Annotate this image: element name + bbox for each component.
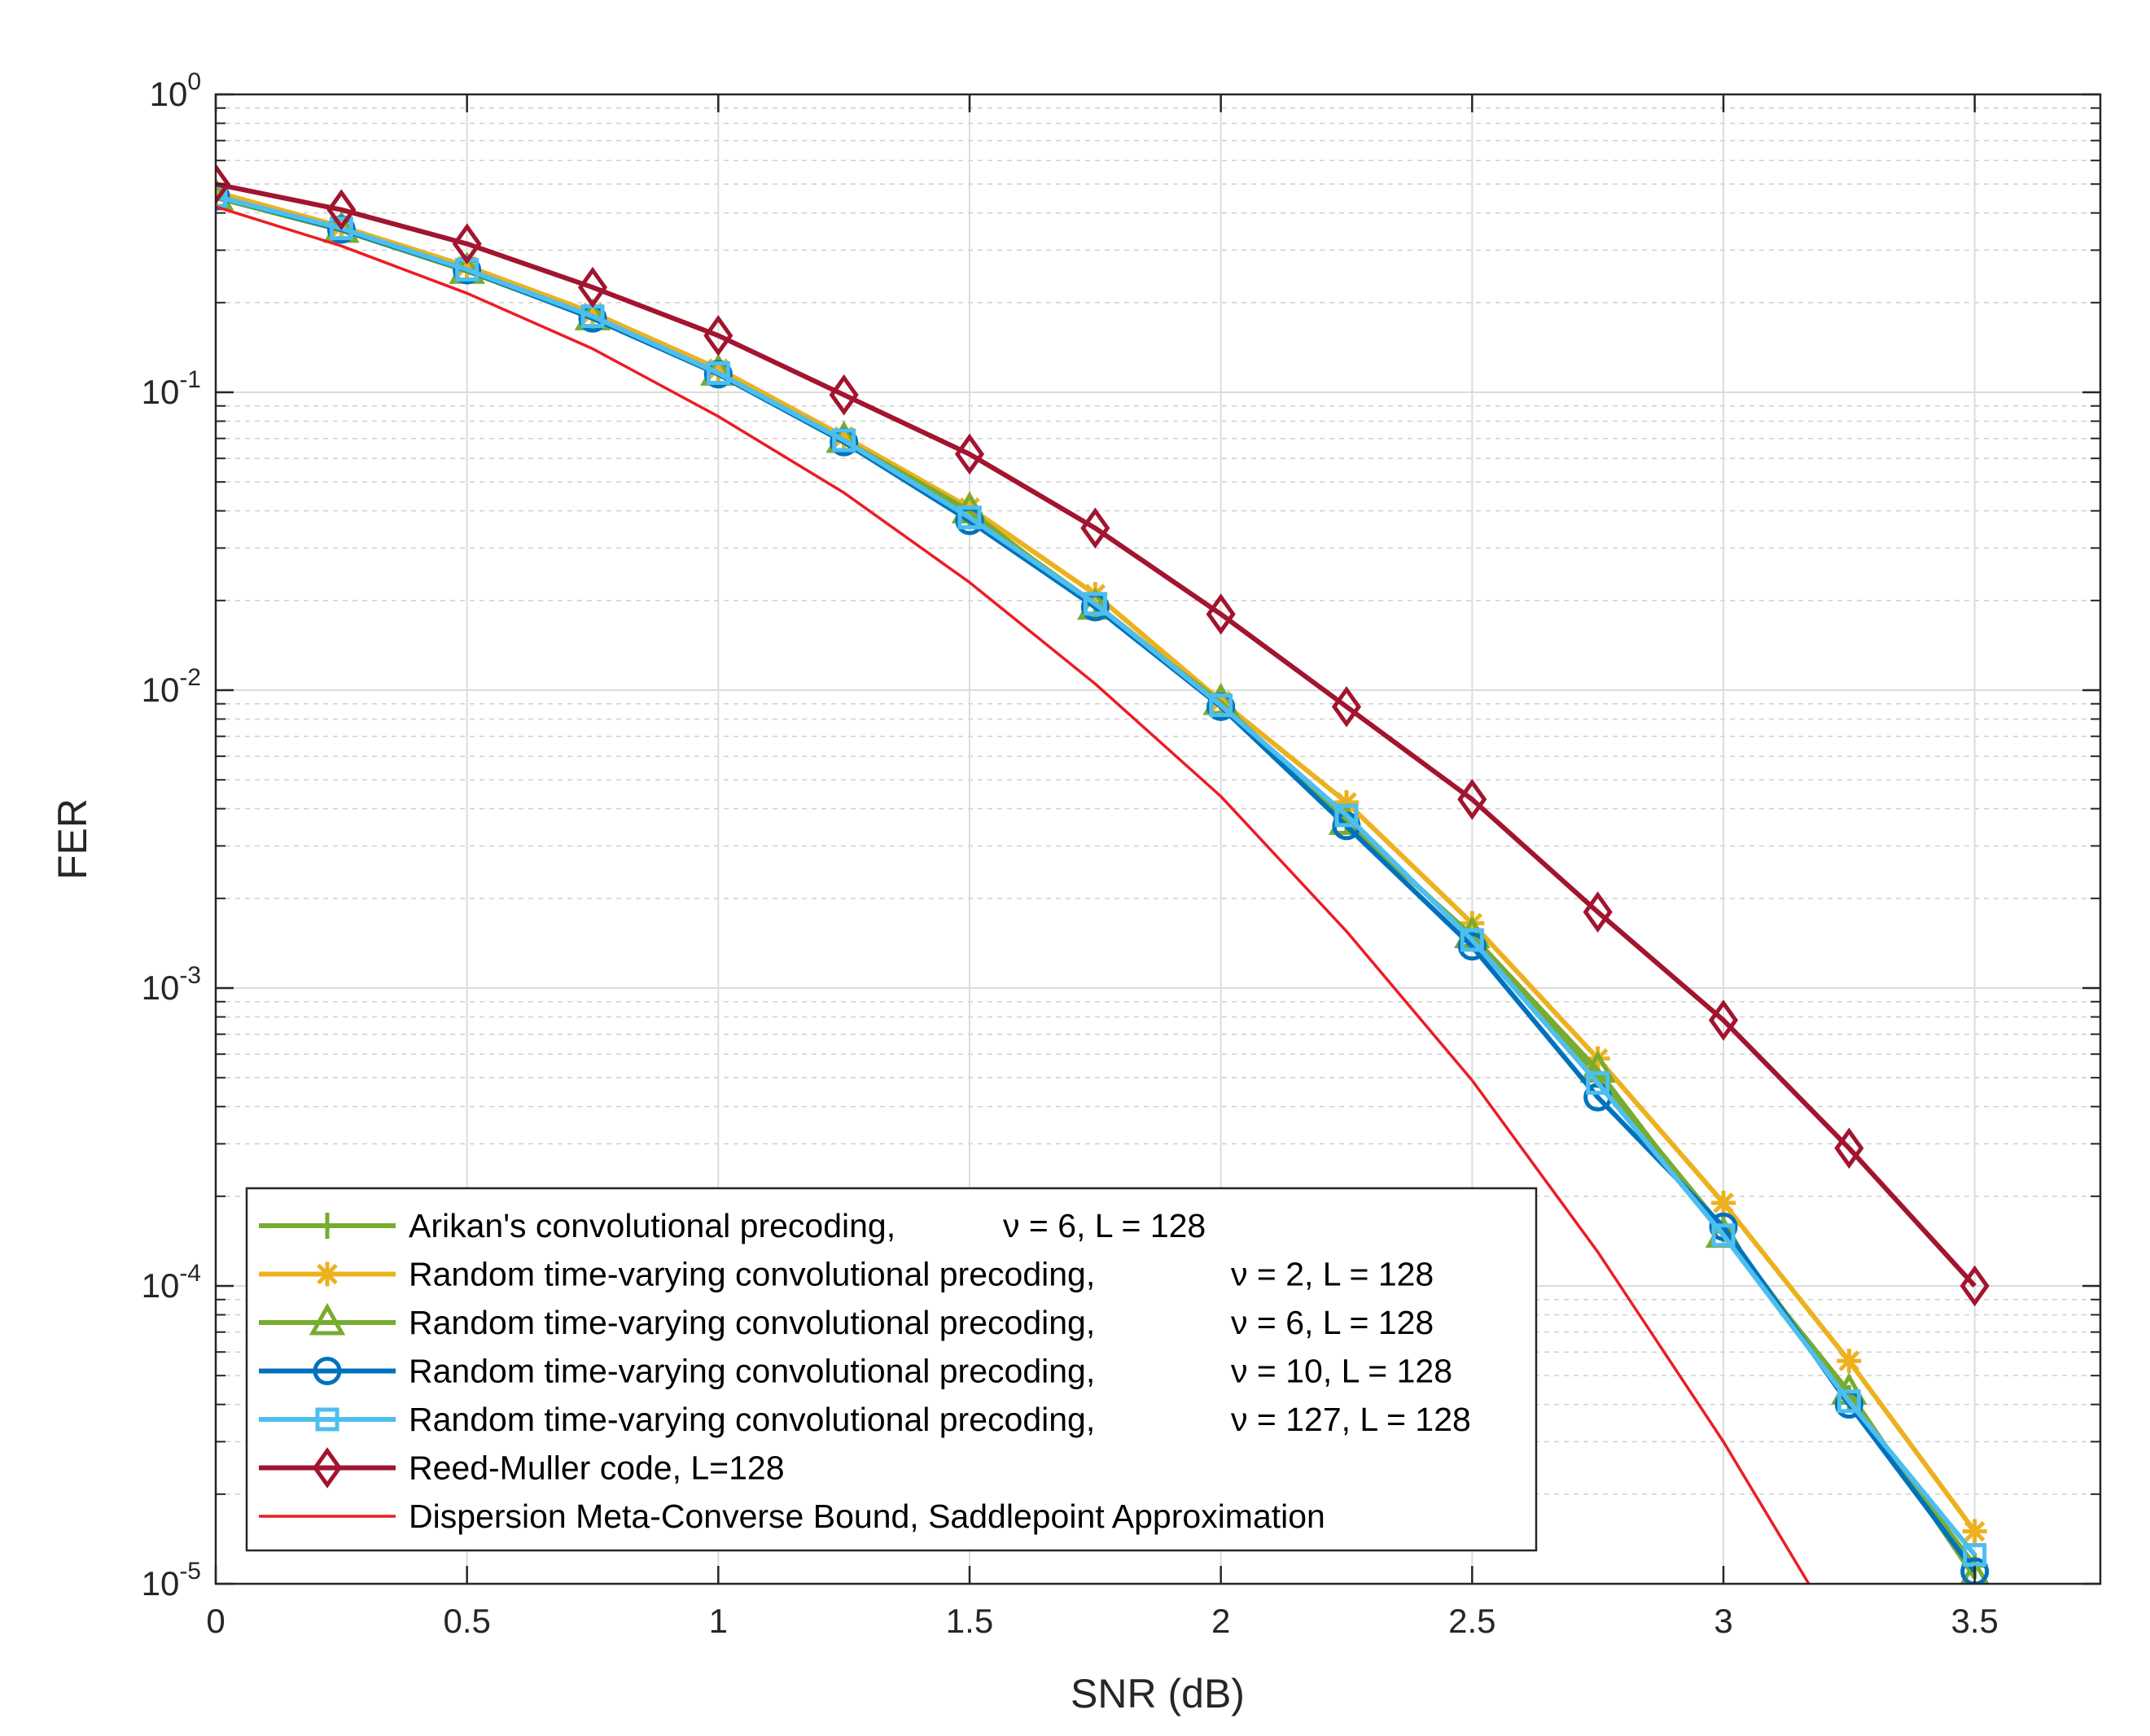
legend-param: ν = 6, L = 128 [1003,1207,1206,1244]
data-point-random-nu127 [329,216,353,241]
data-point-reed-muller [829,374,859,416]
legend-param: ν = 6, L = 128 [1231,1304,1434,1341]
data-point-random-nu127 [1963,1543,1987,1568]
data-point-random-nu127 [1711,1223,1736,1248]
legend-marker [313,1357,342,1385]
y-tick-label: 100 [150,68,201,113]
legend-marker [312,1447,343,1489]
data-point-reed-muller [1960,1265,1990,1307]
legend-param: ν = 2, L = 128 [1231,1256,1434,1293]
data-point-random-nu127 [1460,928,1484,952]
y-tick-label: 10-3 [142,962,201,1007]
legend-item: Dispersion Meta-Converse Bound, Saddlepo… [259,1498,1325,1535]
legend-label: Random time-varying convolutional precod… [409,1304,1095,1341]
data-point-reed-muller [1708,999,1739,1041]
series-meta-converse [216,205,1811,1584]
x-tick-label: 1.5 [946,1602,993,1640]
data-point-reed-muller [577,266,608,308]
data-point-random-nu127 [1083,592,1107,616]
y-tick-label: 10-1 [142,366,201,411]
data-point-random-nu2 [454,254,479,279]
data-point-reed-muller [1583,891,1613,933]
legend-box [245,1187,1538,1552]
legend-label: Reed-Muller code, L=128 [409,1450,785,1487]
data-point-reed-muller [452,223,482,265]
data-point-reed-muller [1206,593,1236,635]
legend-label: Random time-varying convolutional precod… [409,1256,1095,1293]
y-tick-label: 10-2 [142,664,201,709]
x-tick-label: 0.5 [443,1602,490,1640]
x-tick-label: 3.5 [1951,1602,1998,1640]
data-point-random-nu127 [706,361,730,385]
data-point-random-nu6 [216,177,234,211]
legend-label: Arikan's convolutional precoding, [409,1207,895,1244]
data-point-reed-muller [1080,507,1110,549]
data-point-random-nu2 [706,356,731,382]
data-point-random-nu2 [1962,1519,1987,1544]
legend: Arikan's convolutional precoding, ν = 6, … [245,1187,1538,1552]
x-tick-label: 2 [1211,1602,1230,1640]
data-point-random-nu127 [1334,803,1359,828]
data-point-random-nu127 [1837,1389,1861,1414]
data-point-random-nu2 [1334,789,1359,815]
data-point-reed-muller [1834,1127,1864,1170]
legend-label: Dispersion Meta-Converse Bound, Saddlepo… [409,1498,1325,1535]
legend-item: Random time-varying convolutional precod… [259,1302,1434,1341]
legend-param: ν = 127, L = 128 [1231,1401,1471,1438]
axis-ticks: 0 0.5 1 1.5 2 2.5 3 3.5 100 10-1 10-2 10-3 10-4 10-5 [142,68,2100,1640]
legend-marker [314,1213,340,1239]
y-axis-label: FER [50,798,95,880]
series-line-random-nu127 [216,194,1977,1557]
y-tick-label: 10-5 [142,1558,201,1603]
data-point-random-nu10 [216,181,230,211]
data-point-reed-muller [216,163,231,205]
legend-marker [315,1262,339,1287]
series-random-nu127 [216,184,1987,1568]
series-line-meta-converse [216,205,1811,1584]
x-axis-label: SNR (dB) [1071,1671,1245,1716]
series-group [216,163,1990,1584]
legend-marker [315,1407,339,1432]
data-point-random-nu2 [1711,1190,1736,1215]
data-point-reed-muller [1457,778,1487,820]
legend-item: Random time-varying convolutional precod… [259,1353,1452,1390]
legend-item: Reed-Muller code, L=128 [259,1447,785,1489]
data-point-random-nu127 [832,428,856,453]
legend-label: Random time-varying convolutional precod… [409,1353,1095,1390]
data-point-random-nu127 [1209,693,1233,718]
series-line-reed-muller [216,181,1977,1288]
data-point-reed-muller [703,315,733,356]
data-point-random-nu127 [957,505,982,530]
legend-item: Arikan's convolutional precoding, ν = 6, … [259,1207,1206,1244]
x-tick-label: 3 [1714,1602,1732,1640]
data-point-reed-muller [1331,686,1362,728]
data-point-random-nu10 [1457,932,1487,961]
legend-param: ν = 10, L = 128 [1231,1353,1452,1390]
legend-item: Random time-varying convolutional precod… [259,1401,1471,1438]
data-point-random-nu6 [1960,1558,1990,1584]
data-point-random-nu127 [216,184,228,208]
x-tick-label: 0 [206,1602,225,1640]
x-tick-label: 2.5 [1448,1602,1495,1640]
legend-item: Random time-varying convolutional precod… [259,1256,1434,1293]
x-tick-label: 1 [709,1602,728,1640]
axes-box [214,93,2102,1585]
data-point-reed-muller [326,189,357,231]
data-point-random-nu2 [831,424,856,449]
legend-marker [309,1302,346,1336]
series-reed-muller [216,163,1990,1307]
data-point-random-nu2 [1837,1349,1862,1374]
y-tick-label: 10-4 [142,1260,201,1305]
data-point-random-nu127 [1586,1071,1610,1095]
data-point-random-nu2 [580,300,605,326]
legend-label: Random time-varying convolutional precod… [409,1401,1095,1438]
data-point-reed-muller [954,433,985,475]
